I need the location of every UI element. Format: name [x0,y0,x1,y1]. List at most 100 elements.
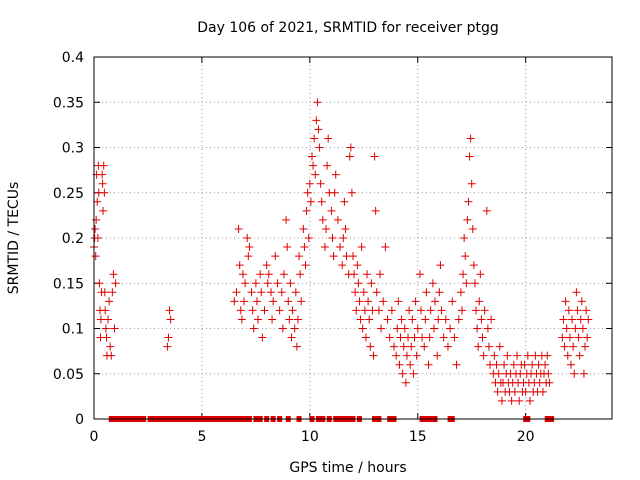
data-point [480,306,489,315]
data-point [575,351,584,360]
data-point [469,261,478,270]
data-point [98,170,107,179]
data-point [561,297,570,306]
data-point [406,360,415,369]
data-point [375,270,384,279]
data-point [236,306,245,315]
data-point [300,243,309,252]
data-point [446,324,455,333]
y-axis-label: SRMTID / TECUs [6,182,22,295]
y-axis-tick-labels: 0 0.05 0.1 0.15 0.2 0.25 0.3 0.35 0.4 [53,50,84,428]
data-point [256,270,265,279]
data-point [249,324,258,333]
data-point [439,333,448,342]
data-point [99,161,108,170]
data-point [397,315,406,324]
data-point [424,360,433,369]
data-point [363,270,372,279]
data-point [95,279,104,288]
data-point [232,288,241,297]
data-point [109,270,118,279]
data-point [437,306,446,315]
data-point [372,288,381,297]
data-point [284,297,293,306]
data-point [234,224,243,233]
data-point [230,297,239,306]
data-point [474,342,483,351]
data-point [464,197,473,206]
data-point [93,234,102,242]
data-point [410,333,419,342]
data-point [102,333,111,342]
data-point [275,306,284,315]
data-point [569,342,578,351]
data-point [409,369,418,378]
data-point [577,297,586,306]
data-point [434,315,443,324]
data-point [277,288,286,297]
data-point [443,342,452,351]
data-point [478,333,487,342]
data-point [381,243,390,252]
data-point [110,324,119,333]
data-point [340,197,349,206]
data-point [420,342,429,351]
data-point [477,315,486,324]
data-point [396,333,405,342]
data-point [398,369,407,378]
data-point [285,315,294,324]
data-point [465,152,474,161]
data-point [413,324,422,333]
data-point [515,396,524,405]
data-point [500,360,509,369]
data-point [356,315,365,324]
data-point [164,333,173,342]
data-point [306,197,315,206]
data-point [107,351,116,360]
data-point [408,315,417,324]
data-point [266,288,275,297]
data-point [355,297,364,306]
data-point [303,188,312,197]
data-point [235,261,244,270]
data-point [322,224,331,233]
data-point [470,279,479,288]
data-point [538,387,547,396]
x-tick-label: 0 [90,429,99,445]
data-point [359,288,368,297]
data-point [331,170,340,179]
data-point [279,270,288,279]
y-tick-label: 0.25 [53,186,84,202]
data-point [541,360,550,369]
data-point [268,315,277,324]
data-point [349,252,357,261]
data-point [299,224,308,233]
plot-frame [93,56,613,420]
data-point [286,279,295,288]
data-point [166,315,175,324]
data-point [350,270,359,279]
data-point [462,279,471,288]
data-point [578,324,587,333]
data-point [544,369,553,378]
y-tick-label: 0.4 [62,50,84,66]
data-point [301,261,310,270]
data-point [104,315,113,324]
data-point [352,306,361,315]
data-point [583,333,592,342]
data-point [448,297,457,306]
y-tick-label: 0.3 [62,141,84,157]
y-tick-label: 0.05 [53,367,84,383]
data-point [99,206,108,215]
data-point [493,387,502,396]
data-point [479,351,488,360]
data-point [238,270,247,279]
data-point [559,315,568,324]
data-point [324,134,333,143]
data-point [366,342,375,351]
data-point [415,270,424,279]
data-point [513,351,522,360]
data-point [407,342,416,351]
data-point [273,279,282,288]
data-point [263,279,272,288]
